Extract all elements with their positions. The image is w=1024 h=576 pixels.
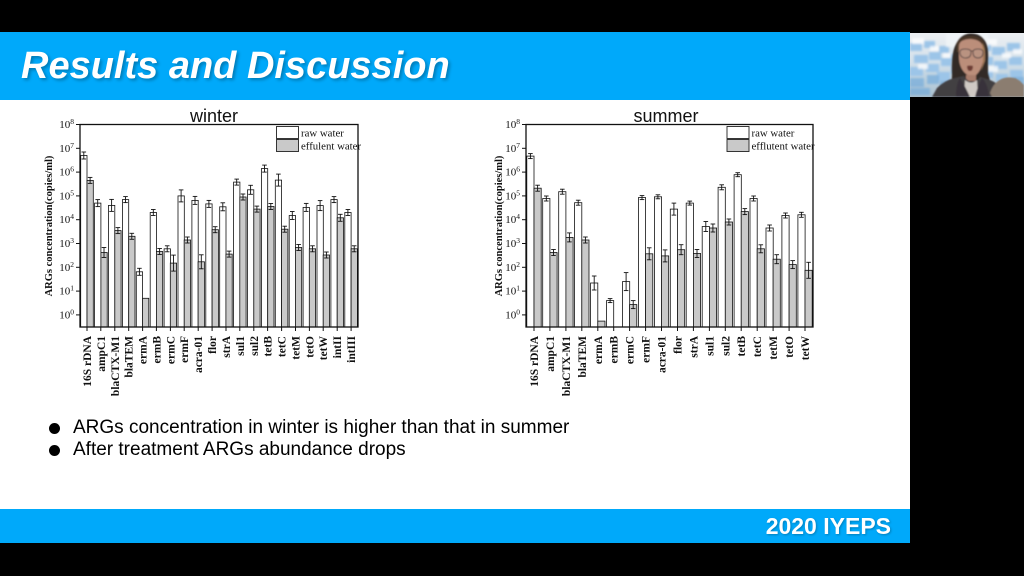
svg-text:ermF: ermF bbox=[641, 336, 653, 363]
svg-text:ermF: ermF bbox=[179, 336, 191, 363]
svg-text:effulent water: effulent water bbox=[301, 141, 361, 153]
svg-text:blaCTX-M1: blaCTX-M1 bbox=[110, 336, 122, 396]
svg-text:ARGs concentration(copies/ml): ARGs concentration(copies/ml) bbox=[44, 155, 55, 296]
svg-text:16S rDNA: 16S rDNA bbox=[529, 335, 541, 386]
svg-text:108: 108 bbox=[59, 117, 74, 131]
svg-text:16S rDNA: 16S rDNA bbox=[82, 335, 94, 386]
svg-text:103: 103 bbox=[59, 236, 74, 250]
svg-text:efflutent water: efflutent water bbox=[752, 141, 815, 153]
svg-text:tetW: tetW bbox=[800, 336, 812, 361]
svg-text:107: 107 bbox=[59, 141, 74, 155]
svg-text:acra-01: acra-01 bbox=[193, 336, 205, 373]
svg-text:tetO: tetO bbox=[304, 336, 316, 358]
svg-text:strA: strA bbox=[688, 335, 700, 357]
svg-text:104: 104 bbox=[505, 212, 520, 226]
svg-text:intIII: intIII bbox=[346, 335, 358, 362]
svg-text:intII: intII bbox=[332, 335, 344, 358]
svg-text:106: 106 bbox=[505, 165, 520, 179]
svg-text:102: 102 bbox=[59, 260, 74, 274]
svg-text:tetO: tetO bbox=[784, 336, 796, 358]
svg-text:ermC: ermC bbox=[165, 336, 177, 364]
svg-text:ermB: ermB bbox=[151, 336, 163, 364]
svg-text:ARGs concentration(copies/ml): ARGs concentration(copies/ml) bbox=[494, 155, 505, 296]
svg-text:ermB: ermB bbox=[609, 336, 621, 364]
svg-text:blaCTX-M1: blaCTX-M1 bbox=[561, 336, 573, 396]
svg-text:tetC: tetC bbox=[752, 336, 764, 357]
svg-text:101: 101 bbox=[59, 284, 74, 298]
svg-text:ermC: ermC bbox=[625, 336, 637, 364]
svg-text:ampC1: ampC1 bbox=[545, 336, 557, 372]
svg-text:104: 104 bbox=[59, 212, 74, 226]
svg-text:108: 108 bbox=[505, 117, 520, 131]
svg-text:105: 105 bbox=[505, 188, 520, 202]
svg-text:raw water: raw water bbox=[301, 128, 344, 140]
svg-text:107: 107 bbox=[505, 141, 520, 155]
svg-text:tetW: tetW bbox=[318, 336, 330, 361]
svg-text:ermA: ermA bbox=[138, 335, 150, 364]
svg-text:tetM: tetM bbox=[291, 336, 303, 360]
svg-text:winter: winter bbox=[189, 106, 238, 126]
svg-text:tetC: tetC bbox=[277, 336, 289, 357]
svg-text:sul2: sul2 bbox=[249, 336, 261, 356]
svg-text:105: 105 bbox=[59, 188, 74, 202]
svg-text:101: 101 bbox=[505, 284, 520, 298]
svg-text:flor: flor bbox=[673, 336, 685, 354]
svg-text:100: 100 bbox=[59, 307, 74, 321]
svg-text:raw water: raw water bbox=[752, 128, 795, 140]
svg-text:102: 102 bbox=[505, 260, 520, 274]
svg-text:100: 100 bbox=[505, 307, 520, 321]
svg-text:summer: summer bbox=[633, 106, 698, 126]
svg-text:ermA: ermA bbox=[593, 335, 605, 364]
svg-text:tetM: tetM bbox=[768, 336, 780, 360]
svg-text:106: 106 bbox=[59, 165, 74, 179]
svg-text:blaTEM: blaTEM bbox=[577, 336, 589, 378]
svg-text:sul1: sul1 bbox=[235, 336, 247, 356]
svg-text:acra-01: acra-01 bbox=[657, 336, 669, 373]
svg-text:blaTEM: blaTEM bbox=[124, 336, 136, 378]
svg-text:sul2: sul2 bbox=[720, 336, 732, 356]
svg-text:tetB: tetB bbox=[736, 336, 748, 357]
svg-text:tetB: tetB bbox=[263, 336, 275, 357]
svg-text:103: 103 bbox=[505, 236, 520, 250]
svg-text:strA: strA bbox=[221, 335, 233, 357]
svg-text:ampC1: ampC1 bbox=[96, 336, 108, 372]
svg-text:flor: flor bbox=[207, 336, 219, 354]
svg-text:sul1: sul1 bbox=[704, 336, 716, 356]
